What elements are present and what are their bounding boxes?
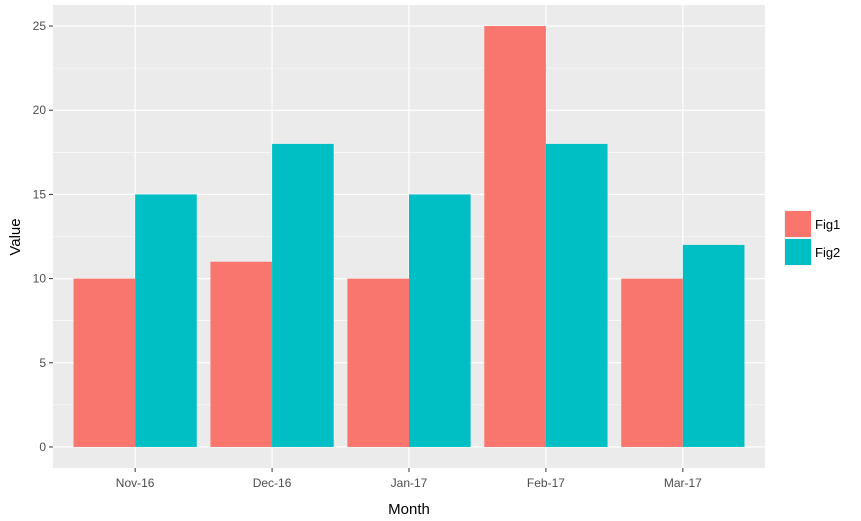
x-tick-label: Nov-16 <box>116 476 155 490</box>
x-tick-label: Jan-17 <box>391 476 428 490</box>
y-tick-label: 10 <box>33 272 47 286</box>
legend: Fig1 Fig2 <box>784 210 840 266</box>
x-tick-label: Feb-17 <box>527 476 565 490</box>
bar-fig1-dec-16 <box>210 261 273 447</box>
y-axis: 0 5 10 15 20 25 <box>33 19 53 454</box>
legend-label-fig2: Fig2 <box>815 245 840 260</box>
x-tick-label: Dec-16 <box>253 476 292 490</box>
bar-fig1-jan-17 <box>347 278 409 447</box>
legend-swatch-fig1 <box>785 211 811 237</box>
legend-swatch-fig2 <box>785 239 811 265</box>
x-axis-title: Month <box>388 501 430 518</box>
x-tick-label: Mar-17 <box>664 476 702 490</box>
bar-fig2-feb-17 <box>545 143 608 447</box>
y-axis-title: Value <box>7 218 24 255</box>
bar-fig1-feb-17 <box>484 26 546 447</box>
y-tick-label: 0 <box>39 440 46 454</box>
bar-fig1-mar-17 <box>621 278 683 447</box>
bar-fig2-dec-16 <box>272 143 334 447</box>
bar-fig1-nov-16 <box>73 278 136 447</box>
bars <box>73 26 745 447</box>
y-tick-label: 25 <box>33 19 47 33</box>
x-axis: Nov-16 Dec-16 Jan-17 Feb-17 Mar-17 <box>116 468 702 490</box>
legend-label-fig1: Fig1 <box>815 217 840 232</box>
bar-fig2-nov-16 <box>135 194 197 447</box>
bar-fig2-jan-17 <box>409 194 471 447</box>
bar-fig2-mar-17 <box>682 244 745 447</box>
y-tick-label: 5 <box>39 356 46 370</box>
y-tick-label: 15 <box>33 187 47 201</box>
y-tick-label: 20 <box>33 103 47 117</box>
